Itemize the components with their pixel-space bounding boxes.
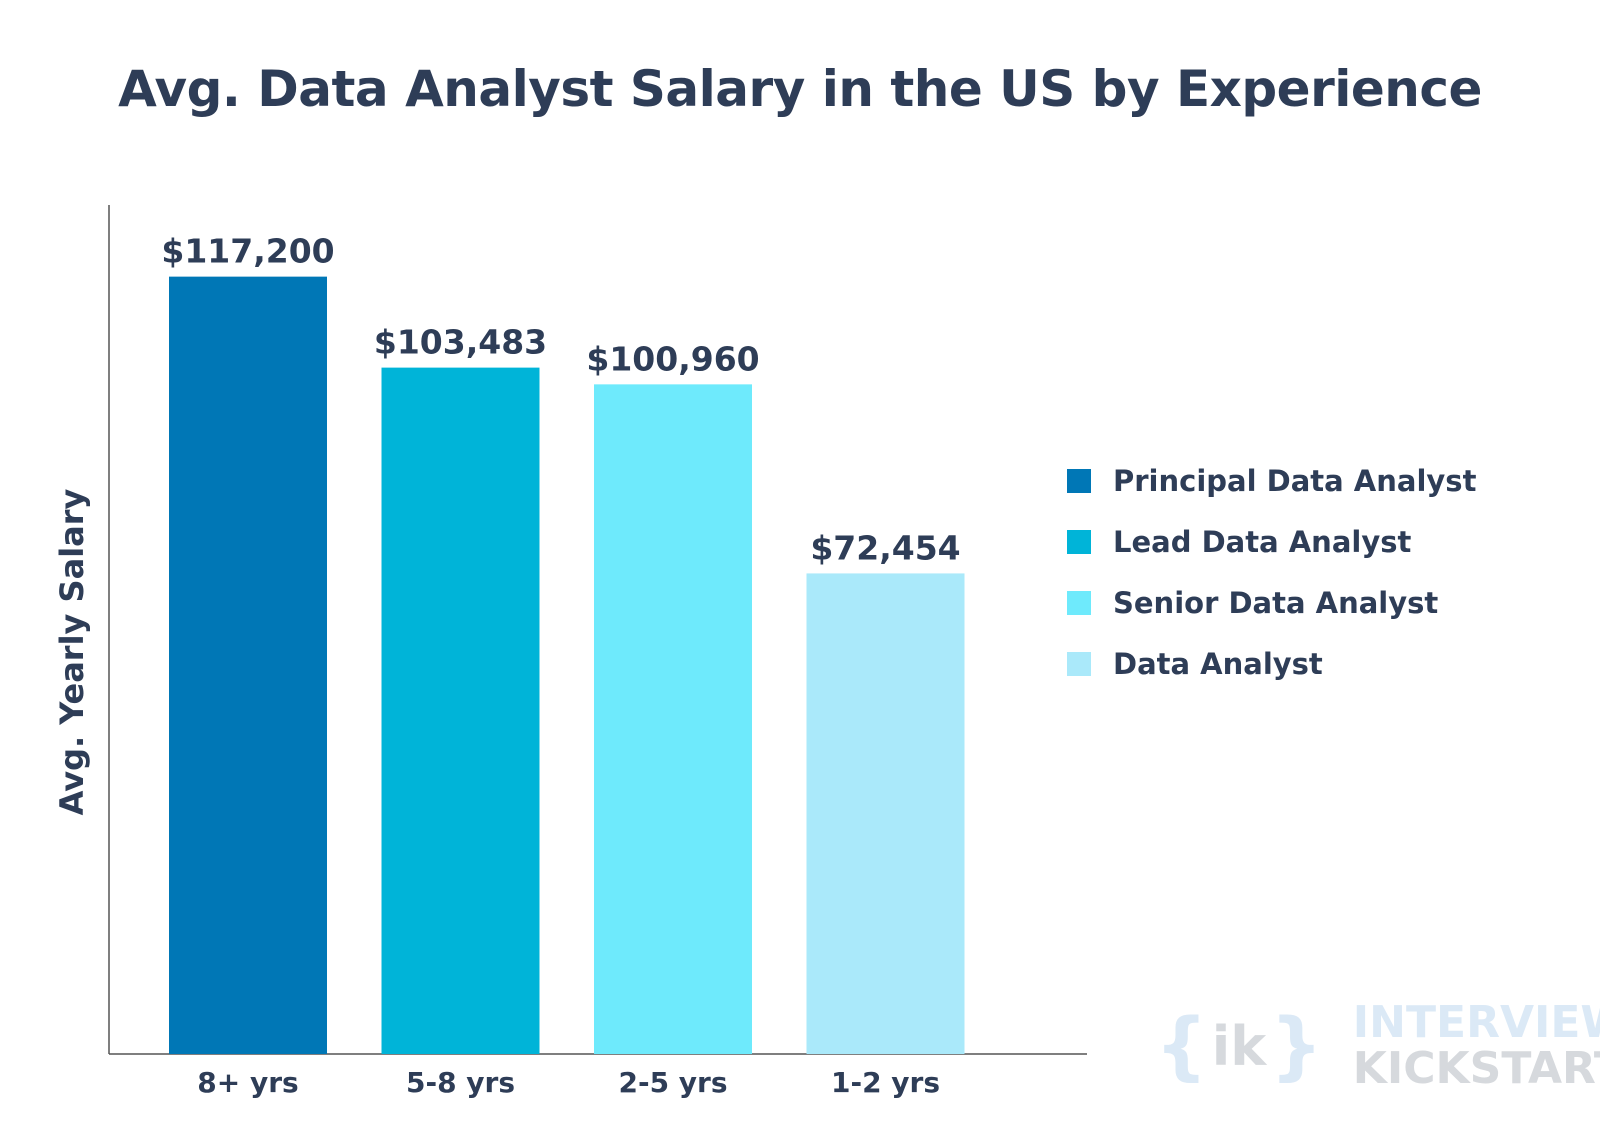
logo-brace: { — [1155, 1003, 1208, 1089]
data-label: $117,200 — [161, 232, 334, 271]
legend-swatch — [1067, 590, 1091, 615]
x-tick-label: 2-5 yrs — [618, 1066, 727, 1099]
data-label: $103,483 — [374, 323, 547, 362]
legend-swatch — [1067, 468, 1091, 493]
bar-1-2-yrs — [806, 573, 965, 1054]
logo-text-interview: INTERVIEW — [1352, 997, 1600, 1048]
interview-kickstart-logo: { ik } INTERVIEW KICKSTART — [1155, 1000, 1600, 1092]
legend-label: Data Analyst — [1113, 646, 1323, 681]
x-tick-label: 1-2 yrs — [831, 1066, 940, 1099]
legend-item-lead: Lead Data Analyst — [1067, 501, 1476, 582]
chart-title: Avg. Data Analyst Salary in the US by Ex… — [118, 60, 1482, 118]
legend-item-principal: Principal Data Analyst — [1067, 440, 1476, 521]
legend: Principal Data Analyst Lead Data Analyst… — [1067, 460, 1476, 704]
data-label: $72,454 — [810, 528, 960, 567]
legend-item-senior: Senior Data Analyst — [1067, 562, 1476, 643]
data-label: $100,960 — [586, 339, 759, 378]
logo-brace: } — [1270, 1003, 1323, 1089]
legend-swatch — [1067, 651, 1091, 676]
x-tick-label: 5-8 yrs — [406, 1066, 515, 1099]
legend-label: Lead Data Analyst — [1113, 524, 1412, 559]
bar-8-yrs — [169, 276, 327, 1054]
legend-label: Senior Data Analyst — [1113, 585, 1439, 620]
y-axis-label: Avg. Yearly Salary — [53, 488, 91, 815]
logo-mark: ik — [1211, 1014, 1267, 1078]
legend-item-analyst: Data Analyst — [1067, 623, 1476, 704]
logo-text-kickstart: KICKSTART — [1352, 1043, 1600, 1094]
x-tick-label: 8+ yrs — [197, 1066, 298, 1099]
bar-5-8-yrs — [381, 367, 540, 1054]
bar-2-5-yrs — [594, 384, 752, 1054]
legend-swatch — [1067, 529, 1091, 554]
legend-label: Principal Data Analyst — [1113, 463, 1477, 498]
